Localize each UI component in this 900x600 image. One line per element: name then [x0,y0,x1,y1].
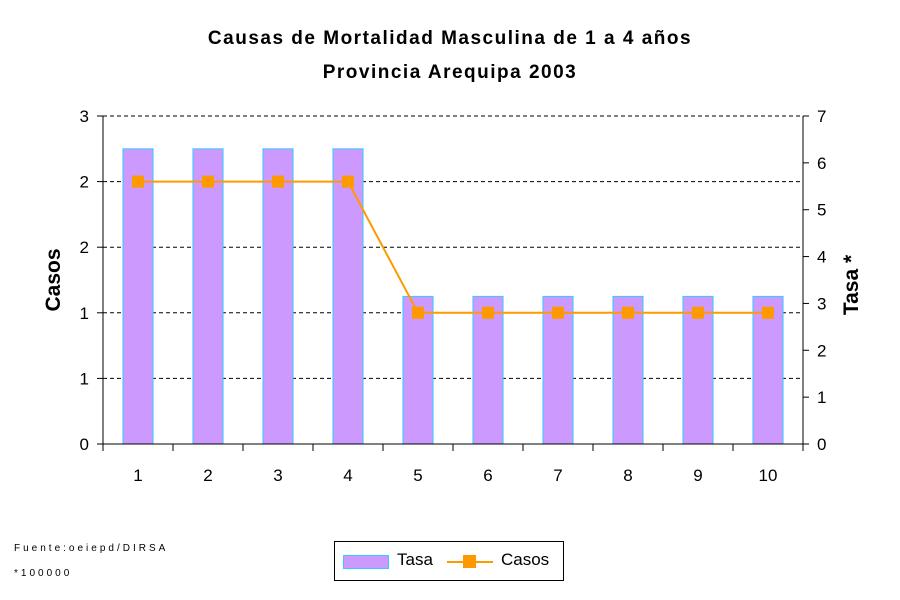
source-footnote: Fuente:oeiepd/DIRSA [14,543,169,554]
left-tick-label: 3 [80,107,89,126]
x-tick-label: 8 [623,466,632,485]
point-casos [552,306,564,319]
right-tick-label: 0 [817,435,826,454]
bar-tasa [752,295,784,445]
point-casos [342,175,354,188]
bar-tasa [472,295,504,445]
line-casos [138,180,768,314]
left-tick-label: 1 [80,369,89,388]
legend-tasa-label: Tasa [397,550,433,569]
x-tick-label: 5 [413,466,422,485]
chart-subtitle: Provincia Arequipa 2003 [322,62,578,83]
x-tick-label: 7 [553,466,562,485]
point-casos [692,306,704,319]
point-casos [482,306,494,319]
x-tick-label: 4 [343,466,352,485]
left-tick-label: 0 [80,435,89,454]
point-casos [622,306,634,319]
right-tick-label: 2 [817,341,826,360]
x-tick-label: 2 [203,466,212,485]
point-casos [762,306,774,319]
legend-casos-marker-swatch [463,555,476,568]
left-tick-label: 1 [80,304,89,323]
bar-tasa [612,295,644,445]
x-tick-label: 1 [133,466,142,485]
right-tick-label: 3 [817,294,826,313]
bar-tasa [542,295,574,445]
right-tick-label: 5 [817,201,826,220]
bar-tasa [122,148,154,445]
bar-tasa [402,295,434,445]
y-axis-title-right: Tasa * [840,254,863,315]
x-tick-label: 9 [693,466,702,485]
right-tick-label: 4 [817,248,826,267]
rate-footnote: *100000 [14,568,73,579]
bar-tasa [332,148,364,445]
point-casos [412,306,424,319]
point-casos [202,175,214,188]
right-tick-label: 6 [817,154,826,173]
x-tick-label: 10 [759,466,778,485]
point-casos [132,175,144,188]
x-tick-label: 3 [273,466,282,485]
point-casos [272,175,284,188]
legend-casos-label: Casos [501,550,550,569]
legend-tasa-swatch [343,555,389,569]
left-tick-label: 2 [80,238,89,257]
left-tick-label: 2 [80,173,89,192]
right-tick-label: 7 [817,107,826,126]
chart-title: Causas de Mortalidad Masculina de 1 a 4 … [207,28,693,49]
legend: Tasa Casos [334,541,564,581]
right-tick-label: 1 [817,388,826,407]
bar-tasa [682,295,714,445]
y-axis-title-left: Casos [42,248,65,311]
bar-tasa [192,148,224,445]
bar-tasa [262,148,294,445]
x-tick-label: 6 [483,466,492,485]
